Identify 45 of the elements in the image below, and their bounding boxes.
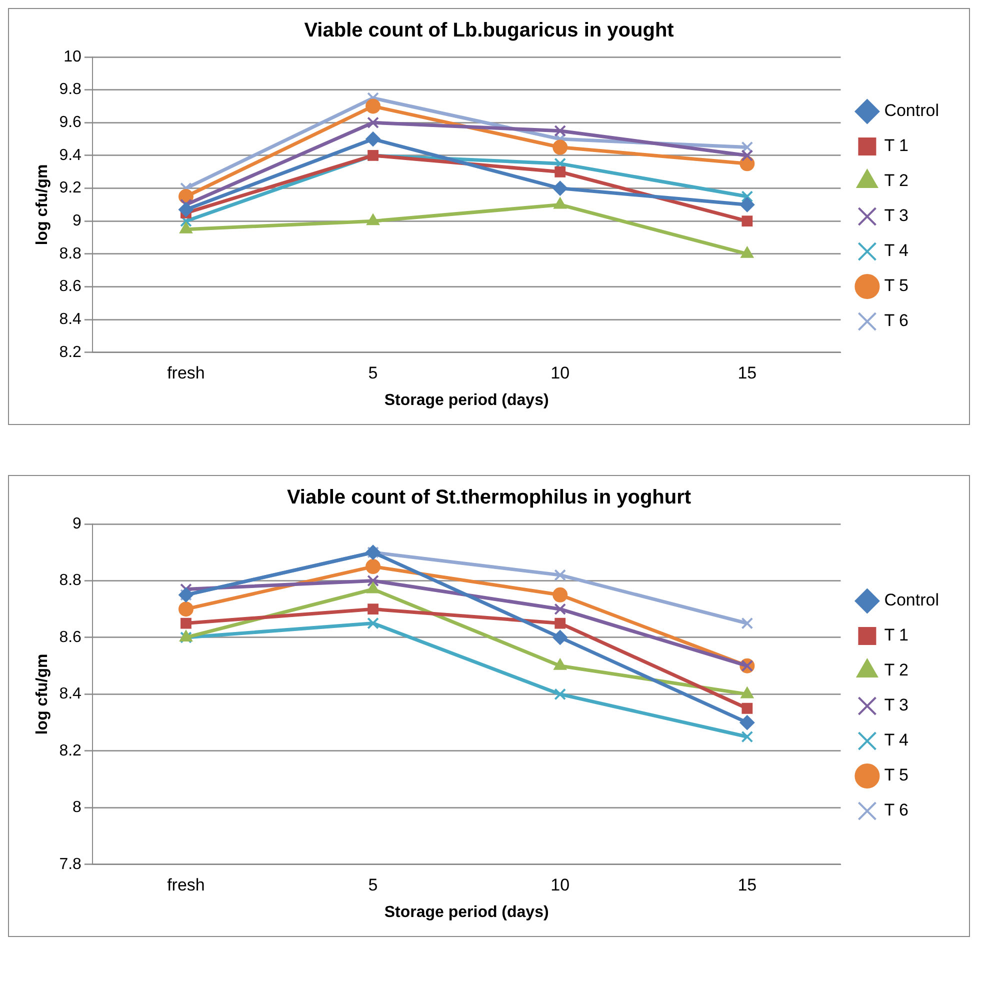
y-tick-label: 8	[72, 799, 82, 816]
y-tick-label: 8.8	[59, 572, 82, 590]
y-axis-title: log cfu/gm	[34, 164, 52, 246]
legend-label: T 4	[884, 241, 908, 260]
chart-title: Viable count of St.thermophilus in yoghurt	[286, 486, 692, 509]
y-tick-label: 9.4	[59, 146, 82, 164]
y-tick-label: 8.2	[59, 742, 82, 760]
y-tick-label: 9	[72, 515, 82, 532]
legend-label: T 5	[884, 276, 908, 296]
y-tick-label: 10	[64, 48, 82, 66]
y-axis-title: log cfu/gm	[34, 654, 52, 735]
y-tick-label: 8.6	[59, 628, 82, 646]
y-tick-label: 8.4	[59, 686, 82, 703]
legend-label: T 3	[884, 206, 908, 226]
x-tick-label: fresh	[167, 363, 205, 382]
x-tick-label: 15	[738, 363, 757, 382]
y-tick-label: 9	[72, 212, 82, 230]
x-axis-title: Storage period (days)	[384, 904, 549, 921]
y-tick-label: 9.6	[59, 114, 82, 132]
y-tick-label: 9.2	[59, 180, 82, 197]
x-tick-label: 10	[550, 875, 570, 894]
legend-label: T 3	[884, 696, 908, 715]
x-tick-label: fresh	[167, 875, 205, 894]
legend-label: T 6	[884, 311, 908, 330]
x-tick-label: 15	[738, 875, 757, 894]
legend-label: T 2	[884, 171, 908, 190]
x-axis-title: Storage period (days)	[384, 392, 549, 409]
legend-label: T 5	[884, 766, 908, 785]
legend-label: T 1	[884, 626, 908, 645]
y-tick-label: 8.6	[59, 278, 82, 296]
y-tick-label: 8.2	[59, 344, 82, 361]
legend-label: Control	[884, 590, 940, 610]
chart-title: Viable count of Lb.bugaricus in yought	[304, 20, 674, 42]
legend-label: T 4	[884, 730, 908, 750]
y-tick-label: 7.8	[59, 856, 82, 873]
legend-label: T 1	[884, 136, 908, 156]
x-tick-label: 10	[550, 363, 570, 382]
y-tick-label: 8.8	[59, 245, 82, 262]
y-tick-label: 9.8	[59, 81, 82, 98]
legend-label: T 2	[884, 660, 908, 680]
legend-label: T 6	[884, 800, 908, 820]
x-tick-label: 5	[368, 363, 378, 382]
x-tick-label: 5	[368, 875, 378, 894]
y-tick-label: 8.4	[59, 310, 82, 328]
legend-label: Control	[884, 101, 940, 120]
